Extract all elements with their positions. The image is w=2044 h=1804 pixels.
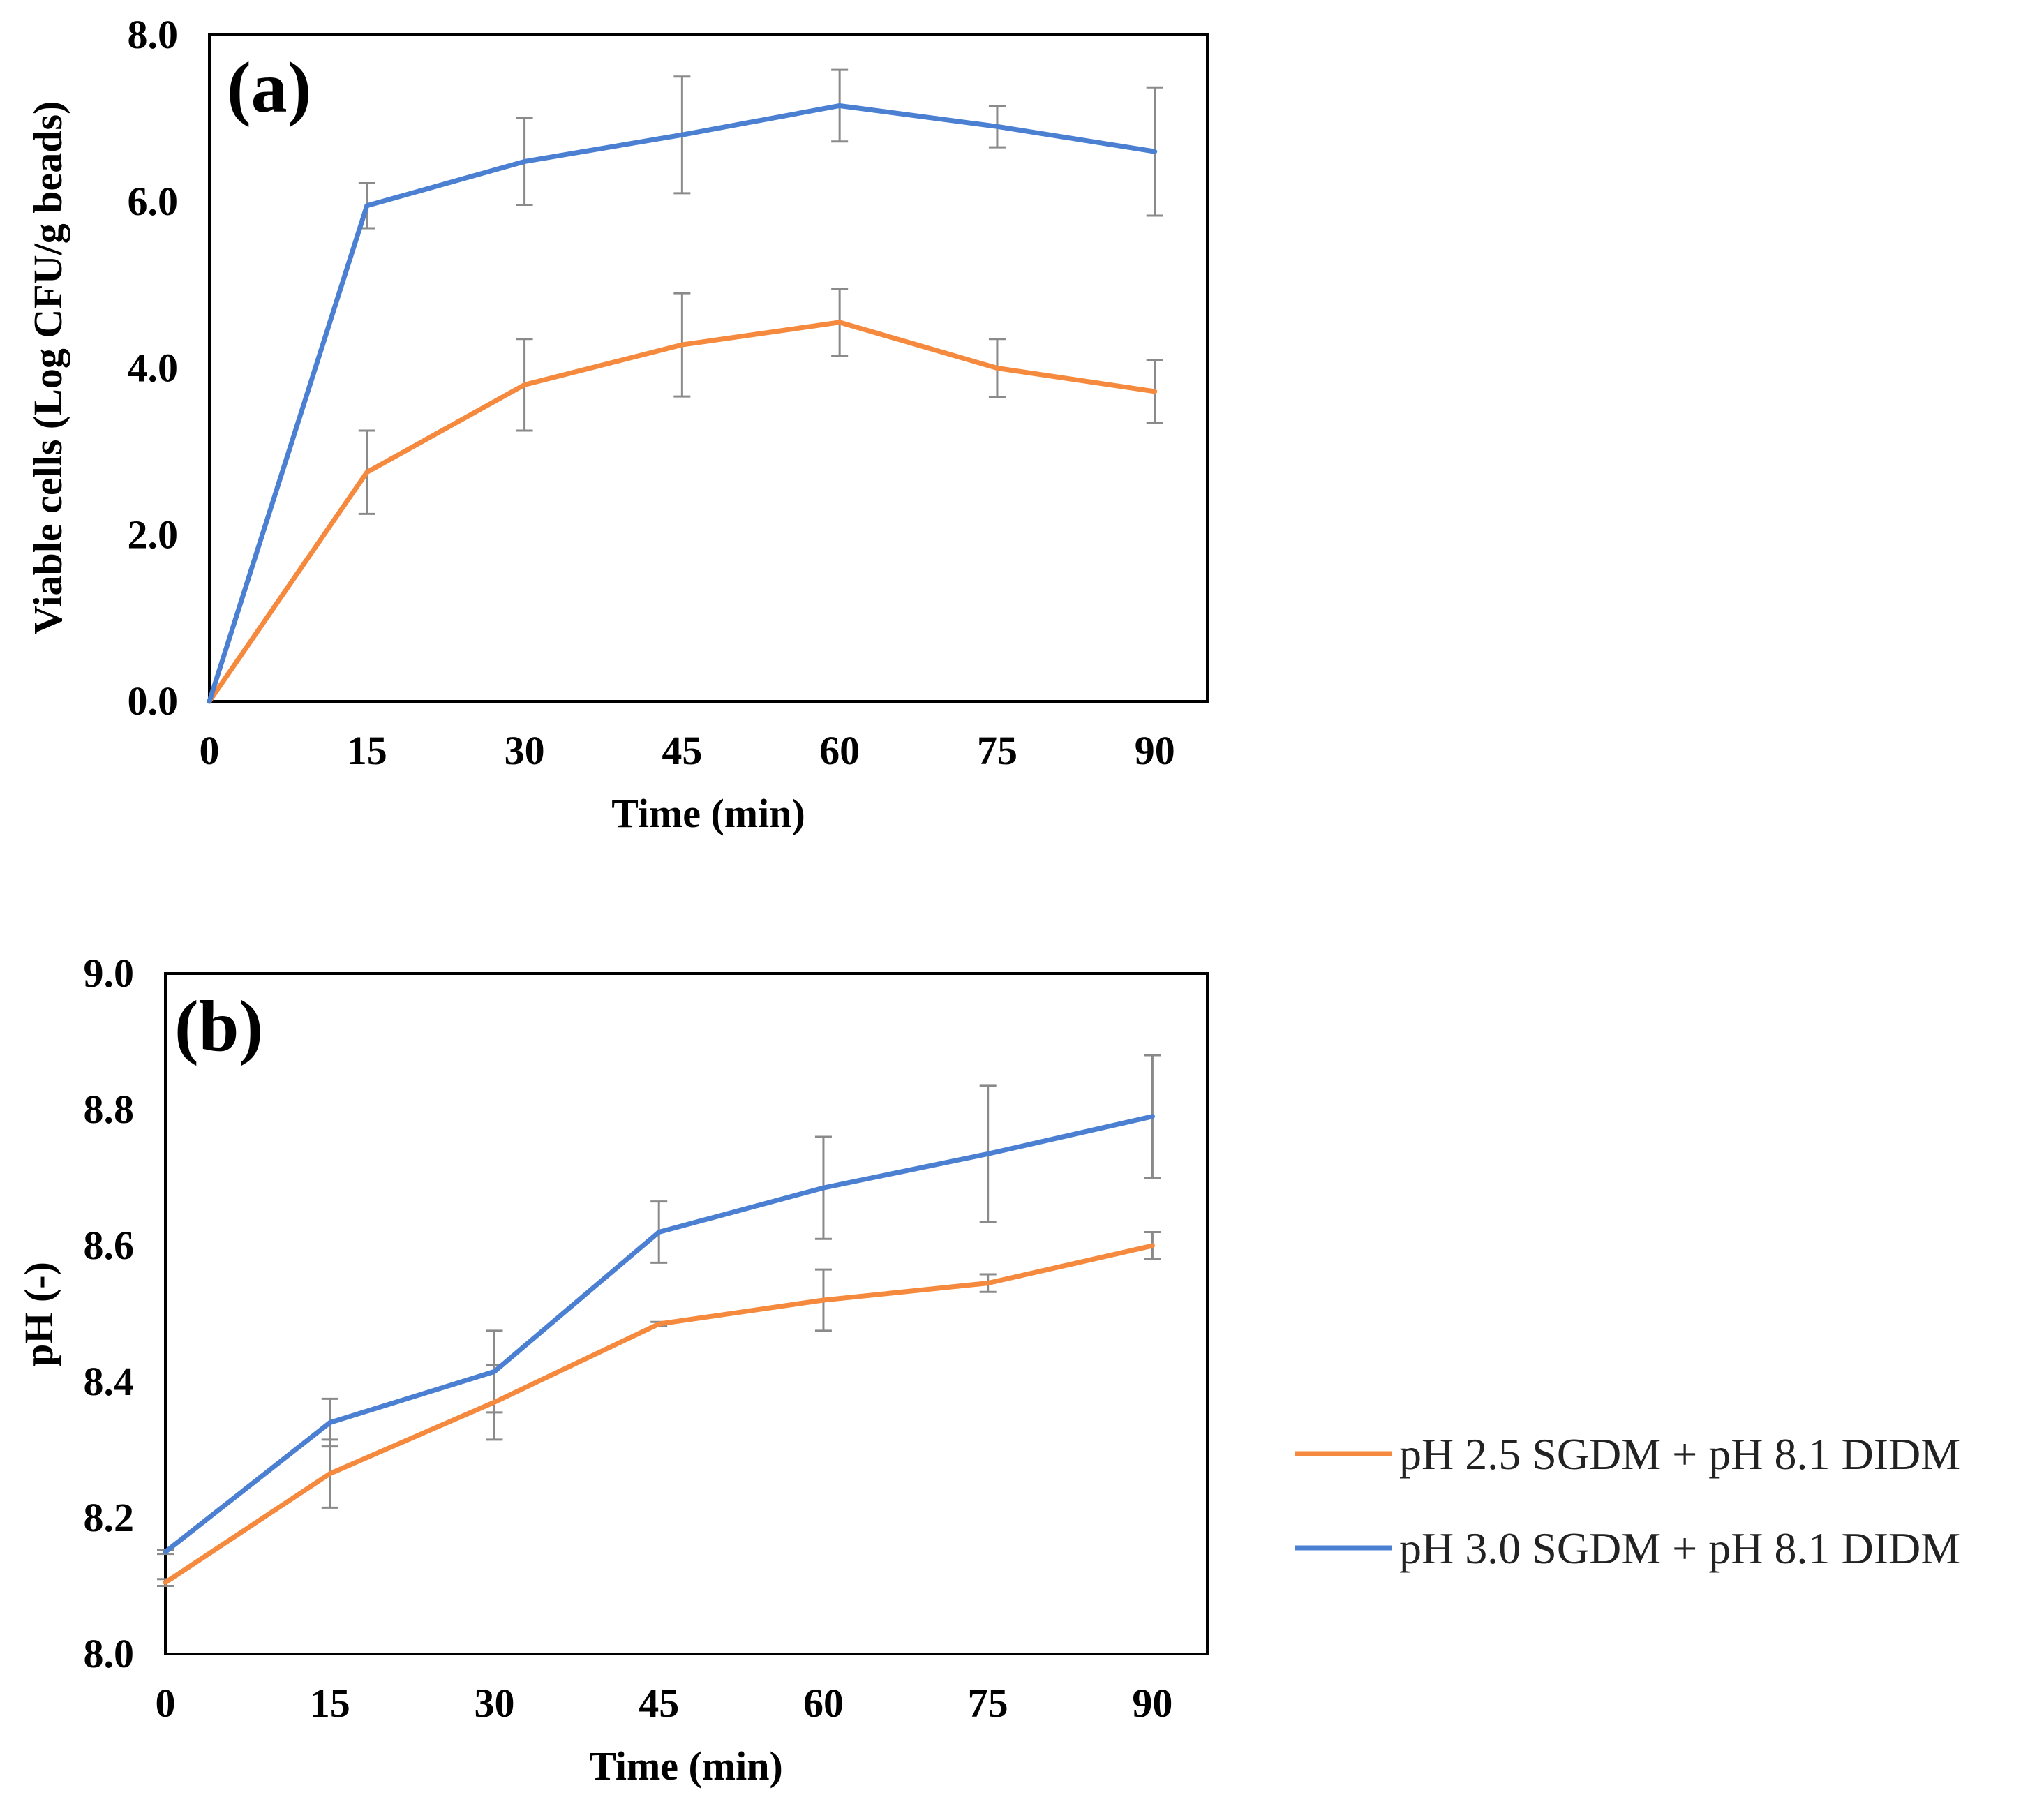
panel-b-y-tick-label: 8.2: [84, 1495, 135, 1540]
panel-b-x-tick-label: 15: [310, 1680, 350, 1726]
panel-a-x-axis-title: Time (min): [611, 791, 805, 836]
panel-b-x-axis-title: Time (min): [589, 1743, 783, 1789]
panel-a-x-tick-label: 15: [347, 728, 387, 773]
panel-b-plot-frame: [164, 972, 1209, 1655]
panel-b-series-line-0: [163, 1243, 1155, 1586]
panel-b-y-tick-label: 8.4: [84, 1359, 135, 1404]
panel-b-x-tick-label: 75: [968, 1680, 1008, 1726]
panel-b-y-tick-label: 8.8: [84, 1087, 135, 1132]
panel-a-y-tick-label: 6.0: [128, 179, 179, 224]
panel-a-x-tick-label: 60: [819, 728, 860, 773]
panel-b-ph-chart: (b) 8.0 8.2 8.4 8.6 8.8 9.0 0 15 30 45 60 75 90 Tim…: [16, 951, 1209, 1789]
panel-a-x-tick-label: 30: [505, 728, 545, 773]
legend: pH 2.5 SGDM + pH 8.1 DIDM pH 3.0 SGDM + …: [1295, 1429, 1960, 1573]
panel-a-y-tick-label: 8.0: [128, 12, 179, 57]
panel-b-x-tick-labels: 0 15 30 45 60 75 90: [156, 1680, 1173, 1726]
panel-a-series-line-1: [207, 103, 1158, 704]
panel-a-x-tick-label: 90: [1135, 728, 1175, 773]
panel-b-series-layer: [157, 1054, 1161, 1587]
panel-b-x-tick-label: 0: [156, 1680, 176, 1726]
panel-a-series-line-0: [207, 320, 1158, 704]
legend-label-ph30: pH 3.0 SGDM + pH 8.1 DIDM: [1399, 1523, 1960, 1573]
panel-a-y-tick-label: 4.0: [128, 345, 179, 391]
legend-item-ph25: pH 2.5 SGDM + pH 8.1 DIDM: [1295, 1429, 1960, 1479]
panel-a-label: (a): [227, 47, 311, 128]
panel-a-series-layer: [207, 68, 1163, 704]
panel-a-series-0: [358, 288, 1163, 515]
panel-b-y-axis-title: pH (-): [16, 1262, 61, 1366]
panel-b-y-tick-labels: 8.0 8.2 8.4 8.6 8.8 9.0: [84, 951, 135, 1676]
panel-b-x-tick-label: 45: [639, 1680, 679, 1726]
panel-b-series-1: [157, 1054, 1161, 1556]
panel-a-x-tick-label: 75: [977, 728, 1017, 773]
panel-b-y-tick-label: 8.6: [84, 1223, 135, 1268]
panel-b-x-tick-label: 90: [1132, 1680, 1172, 1726]
panel-a-plot-frame: [208, 33, 1209, 703]
panel-a-viable-cells-chart: (a) 0.0 2.0 4.0 6.0 8.0 0 15 30 45 60 75 90 Time (…: [25, 12, 1209, 836]
panel-b-y-tick-label: 8.0: [84, 1631, 135, 1676]
panel-a-series-1: [358, 68, 1163, 230]
panel-b-x-tick-label: 30: [474, 1680, 514, 1726]
panel-b-series-0: [157, 1231, 1161, 1587]
legend-item-ph30: pH 3.0 SGDM + pH 8.1 DIDM: [1295, 1523, 1960, 1573]
panel-a-y-tick-label: 2.0: [128, 512, 179, 557]
panel-a-x-tick-labels: 0 15 30 45 60 75 90: [200, 728, 1175, 773]
legend-label-ph25: pH 2.5 SGDM + pH 8.1 DIDM: [1399, 1429, 1960, 1479]
panel-a-y-axis-title: Viable cells (Log CFU/g beads): [25, 101, 70, 635]
panel-a-x-tick-label: 45: [662, 728, 702, 773]
panel-a-y-tick-labels: 0.0 2.0 4.0 6.0 8.0: [128, 12, 179, 724]
panel-b-series-line-1: [163, 1114, 1155, 1555]
panel-b-y-tick-label: 9.0: [84, 951, 135, 996]
panel-b-x-tick-label: 60: [803, 1680, 844, 1726]
panel-b-label: (b): [174, 986, 263, 1066]
panel-a-x-tick-label: 0: [200, 728, 220, 773]
panel-a-y-tick-label: 0.0: [128, 678, 179, 724]
